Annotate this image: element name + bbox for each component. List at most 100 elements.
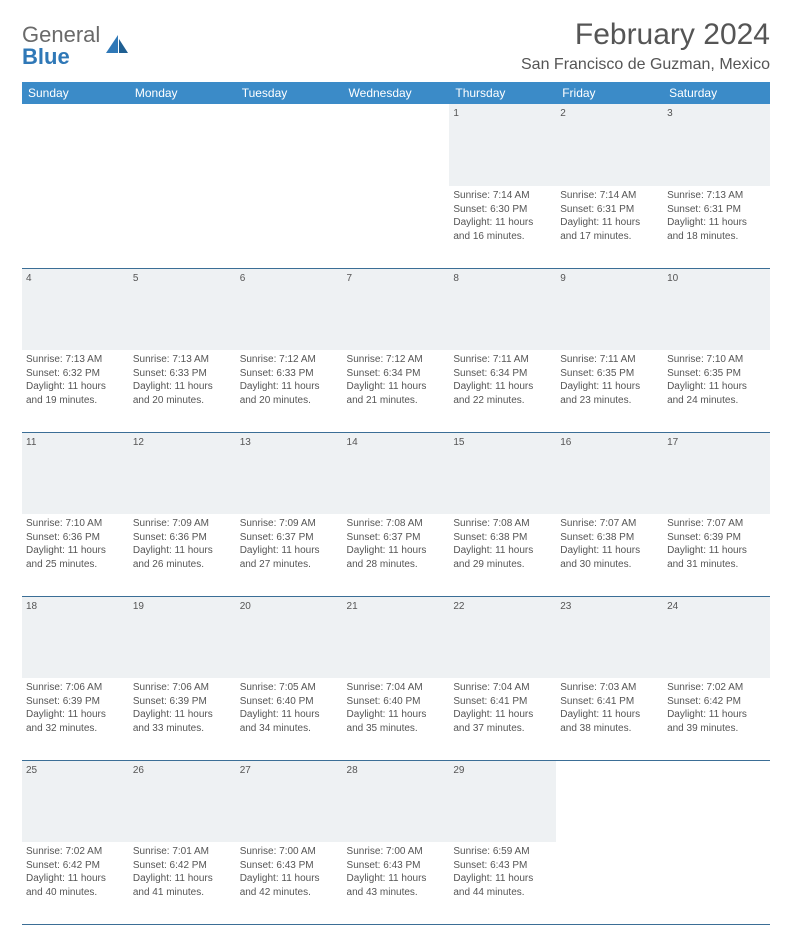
sunset-label: Sunset: [667,368,704,379]
day-cell: Sunrise: 7:11 AMSunset: 6:34 PMDaylight:… [449,350,556,432]
day-cell: Sunrise: 7:14 AMSunset: 6:30 PMDaylight:… [449,186,556,268]
header: General Blue February 2024 San Francisco… [22,18,770,74]
day-number [129,104,236,186]
sunset-label: Sunset: [453,368,490,379]
daylight-label: Daylight: [560,709,602,720]
weekday-header: Tuesday [236,82,343,104]
sunrise-value: 7:13 AM [172,354,209,365]
day-number: 20 [236,596,343,678]
sunset-label: Sunset: [667,696,704,707]
sunrise-value: 7:14 AM [493,190,530,201]
day-cell: Sunrise: 7:04 AMSunset: 6:40 PMDaylight:… [343,678,450,760]
day-cell: Sunrise: 7:12 AMSunset: 6:33 PMDaylight:… [236,350,343,432]
daylight-label: Daylight: [453,217,495,228]
sunrise-label: Sunrise: [667,190,706,201]
sunset-value: 6:36 PM [63,532,100,543]
daylight-label: Daylight: [667,545,709,556]
day-number: 25 [22,760,129,842]
sunrise-value: 7:03 AM [600,682,637,693]
day-cell: Sunrise: 7:13 AMSunset: 6:31 PMDaylight:… [663,186,770,268]
sunset-value: 6:37 PM [276,532,313,543]
sunset-label: Sunset: [560,532,597,543]
sunset-value: 6:40 PM [383,696,420,707]
day-number: 19 [129,596,236,678]
sunrise-label: Sunrise: [453,354,492,365]
daylight-label: Daylight: [453,709,495,720]
weekday-header: Monday [129,82,236,104]
daylight-label: Daylight: [240,709,282,720]
day-number: 4 [22,268,129,350]
weekday-header: Wednesday [343,82,450,104]
sunset-value: 6:39 PM [63,696,100,707]
sunset-label: Sunset: [453,204,490,215]
logo: General Blue [22,18,130,68]
day-cell: Sunrise: 7:01 AMSunset: 6:42 PMDaylight:… [129,842,236,924]
sunset-value: 6:39 PM [170,696,207,707]
daylight-label: Daylight: [667,709,709,720]
day-cell: Sunrise: 7:09 AMSunset: 6:36 PMDaylight:… [129,514,236,596]
sunrise-value: 7:02 AM [707,682,744,693]
sunset-value: 6:42 PM [704,696,741,707]
sunrise-value: 7:04 AM [493,682,530,693]
sunset-label: Sunset: [133,532,170,543]
location: San Francisco de Guzman, Mexico [521,56,770,74]
day-cell: Sunrise: 7:11 AMSunset: 6:35 PMDaylight:… [556,350,663,432]
sunset-label: Sunset: [453,696,490,707]
sunset-value: 6:41 PM [597,696,634,707]
daylight-label: Daylight: [347,709,389,720]
day-cell: Sunrise: 7:07 AMSunset: 6:39 PMDaylight:… [663,514,770,596]
sunset-label: Sunset: [240,532,277,543]
sunset-label: Sunset: [133,696,170,707]
weekday-header: Sunday [22,82,129,104]
daylight-label: Daylight: [347,873,389,884]
sunrise-value: 7:12 AM [279,354,316,365]
sunset-value: 6:40 PM [276,696,313,707]
sunrise-value: 6:59 AM [493,846,530,857]
day-number: 21 [343,596,450,678]
day-cell [129,186,236,268]
day-number: 15 [449,432,556,514]
day-number [556,760,663,842]
sunrise-value: 7:14 AM [600,190,637,201]
logo-word-2: Blue [22,44,70,69]
day-number: 2 [556,104,663,186]
sunset-value: 6:34 PM [383,368,420,379]
sunrise-label: Sunrise: [240,518,279,529]
day-cell: Sunrise: 7:09 AMSunset: 6:37 PMDaylight:… [236,514,343,596]
daylight-label: Daylight: [240,545,282,556]
sunset-label: Sunset: [26,532,63,543]
sunrise-value: 7:11 AM [600,354,636,365]
sunrise-value: 7:10 AM [65,518,102,529]
day-number-row: 123 [22,104,770,186]
daylight-label: Daylight: [26,709,68,720]
day-number-row: 18192021222324 [22,596,770,678]
sunset-label: Sunset: [133,860,170,871]
sunrise-value: 7:00 AM [386,846,423,857]
weekday-header: Thursday [449,82,556,104]
sunrise-value: 7:11 AM [493,354,529,365]
sunrise-label: Sunrise: [560,354,599,365]
sunset-label: Sunset: [667,532,704,543]
sunset-label: Sunset: [347,532,384,543]
day-data-row: Sunrise: 7:10 AMSunset: 6:36 PMDaylight:… [22,514,770,596]
day-number: 5 [129,268,236,350]
day-data-row: Sunrise: 7:13 AMSunset: 6:32 PMDaylight:… [22,350,770,432]
weekday-header: Friday [556,82,663,104]
day-number [22,104,129,186]
sunset-label: Sunset: [240,368,277,379]
day-cell: Sunrise: 7:04 AMSunset: 6:41 PMDaylight:… [449,678,556,760]
sunrise-label: Sunrise: [133,846,172,857]
sunset-label: Sunset: [453,860,490,871]
sunset-value: 6:41 PM [490,696,527,707]
sunset-value: 6:38 PM [597,532,634,543]
weekday-header: Saturday [663,82,770,104]
sunrise-value: 7:07 AM [707,518,744,529]
day-number-row: 2526272829 [22,760,770,842]
day-cell: Sunrise: 7:02 AMSunset: 6:42 PMDaylight:… [22,842,129,924]
daylight-label: Daylight: [133,381,175,392]
sunset-label: Sunset: [26,368,63,379]
month-year: February 2024 [521,18,770,52]
day-number: 29 [449,760,556,842]
sunset-label: Sunset: [133,368,170,379]
day-cell [22,186,129,268]
